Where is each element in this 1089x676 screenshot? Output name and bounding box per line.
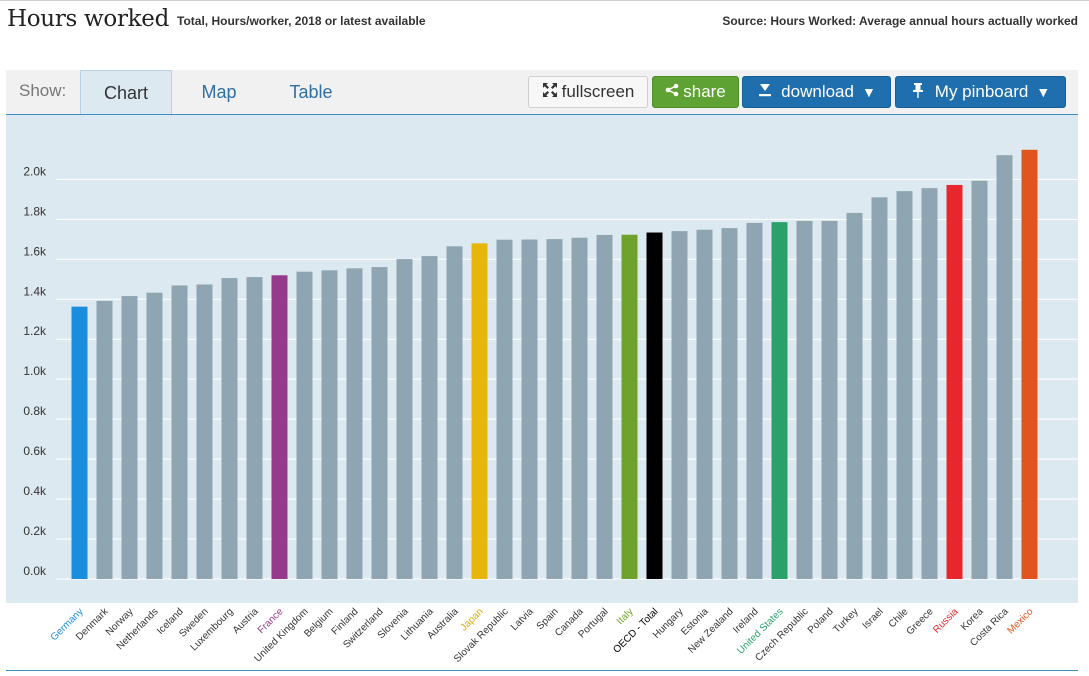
source-note: Source: Hours Worked: Average annual hou…: [722, 14, 1078, 28]
bar-norway[interactable]: [121, 296, 138, 579]
fullscreen-button[interactable]: fullscreen: [528, 76, 648, 108]
bar-poland[interactable]: [821, 220, 838, 579]
bar-new-zealand[interactable]: [721, 228, 738, 580]
bar-slovenia[interactable]: [396, 259, 413, 579]
x-category-label: Israel: [861, 606, 886, 631]
caret-down-icon: ▼: [1036, 84, 1051, 100]
y-tick-label: 1.0k: [23, 364, 47, 378]
expand-arrows-icon: [542, 82, 558, 103]
bar-israel[interactable]: [871, 197, 888, 579]
y-tick-label: 0.8k: [23, 404, 47, 418]
bar-estonia[interactable]: [696, 229, 713, 579]
bar-ireland[interactable]: [746, 222, 763, 579]
x-category-label: Russia: [931, 606, 961, 636]
bar-lithuania[interactable]: [421, 256, 438, 579]
y-tick-label: 1.4k: [23, 284, 47, 298]
bar-korea[interactable]: [971, 180, 988, 579]
bar-luxembourg[interactable]: [221, 278, 238, 579]
y-tick-label: 0.4k: [23, 484, 47, 498]
bar-belgium[interactable]: [321, 270, 338, 579]
bar-switzerland[interactable]: [371, 267, 388, 579]
y-tick-label: 0.6k: [23, 444, 47, 458]
x-category-label: Mexico: [1005, 606, 1035, 636]
bar-portugal[interactable]: [596, 234, 613, 579]
pinboard-label: My pinboard: [934, 82, 1029, 101]
bar-united-states[interactable]: [771, 222, 788, 579]
download-icon: [757, 82, 773, 103]
y-tick-label: 2.0k: [23, 164, 47, 178]
bar-italy[interactable]: [621, 234, 638, 580]
bar-austria[interactable]: [246, 277, 263, 579]
fullscreen-label: fullscreen: [561, 82, 635, 101]
y-tick-label: 1.6k: [23, 244, 47, 258]
x-category-label: Poland: [806, 606, 836, 636]
x-category-label: Greece: [905, 606, 936, 637]
bar-costa-rica[interactable]: [996, 155, 1013, 579]
y-tick-label: 0.2k: [23, 524, 47, 538]
view-toolbar: Show: Chart Map Table fullscreen share: [6, 70, 1078, 115]
download-button[interactable]: download ▼: [742, 76, 891, 108]
bar-australia[interactable]: [446, 246, 463, 579]
top-rule: [0, 0, 1089, 1]
share-button[interactable]: share: [652, 76, 739, 108]
bar-czech-republic[interactable]: [796, 220, 813, 579]
bar-spain[interactable]: [546, 239, 563, 580]
y-tick-label: 1.2k: [23, 324, 47, 338]
bar-finland[interactable]: [346, 268, 363, 579]
bar-denmark[interactable]: [96, 300, 113, 579]
bar-sweden[interactable]: [196, 284, 213, 579]
pinboard-button[interactable]: My pinboard ▼: [895, 76, 1066, 108]
bar-mexico[interactable]: [1021, 149, 1038, 580]
bottom-rule: [6, 670, 1078, 671]
bar-latvia[interactable]: [521, 239, 538, 579]
bar-netherlands[interactable]: [146, 292, 163, 579]
page-title: Hours worked: [7, 6, 170, 32]
caret-down-icon: ▼: [861, 84, 876, 100]
show-label: Show:: [19, 81, 67, 100]
x-category-label: Latvia: [509, 606, 536, 633]
chart-header: Hours worked Total, Hours/worker, 2018 o…: [0, 0, 1089, 46]
tab-table[interactable]: Table: [289, 82, 333, 102]
bar-hungary[interactable]: [671, 231, 688, 579]
x-category-label: Turkey: [831, 606, 860, 635]
bar-slovak-republic[interactable]: [496, 239, 513, 579]
bar-japan[interactable]: [471, 243, 488, 579]
pushpin-icon: [911, 82, 925, 103]
share-icon: [665, 82, 679, 102]
tab-chart[interactable]: Chart: [80, 70, 172, 114]
x-category-label: Austria: [231, 606, 261, 636]
bar-canada[interactable]: [571, 237, 588, 579]
share-label: share: [683, 82, 726, 101]
chart-subtitle: Total, Hours/worker, 2018 or latest avai…: [177, 14, 426, 28]
y-tick-label: 0.0k: [23, 564, 47, 578]
bar-turkey[interactable]: [846, 212, 863, 579]
bar-oecd-total[interactable]: [646, 232, 663, 580]
y-tick-label: 1.8k: [23, 204, 47, 218]
bar-iceland[interactable]: [171, 285, 188, 579]
bar-chile[interactable]: [896, 191, 913, 580]
tab-map[interactable]: Map: [201, 82, 237, 102]
x-category-label: Italy: [615, 606, 636, 627]
bar-france[interactable]: [271, 275, 288, 579]
bar-germany[interactable]: [71, 306, 88, 579]
bar-russia[interactable]: [946, 184, 963, 579]
download-label: download: [781, 82, 854, 101]
bar-united-kingdom[interactable]: [296, 271, 313, 579]
bar-greece[interactable]: [921, 188, 938, 579]
